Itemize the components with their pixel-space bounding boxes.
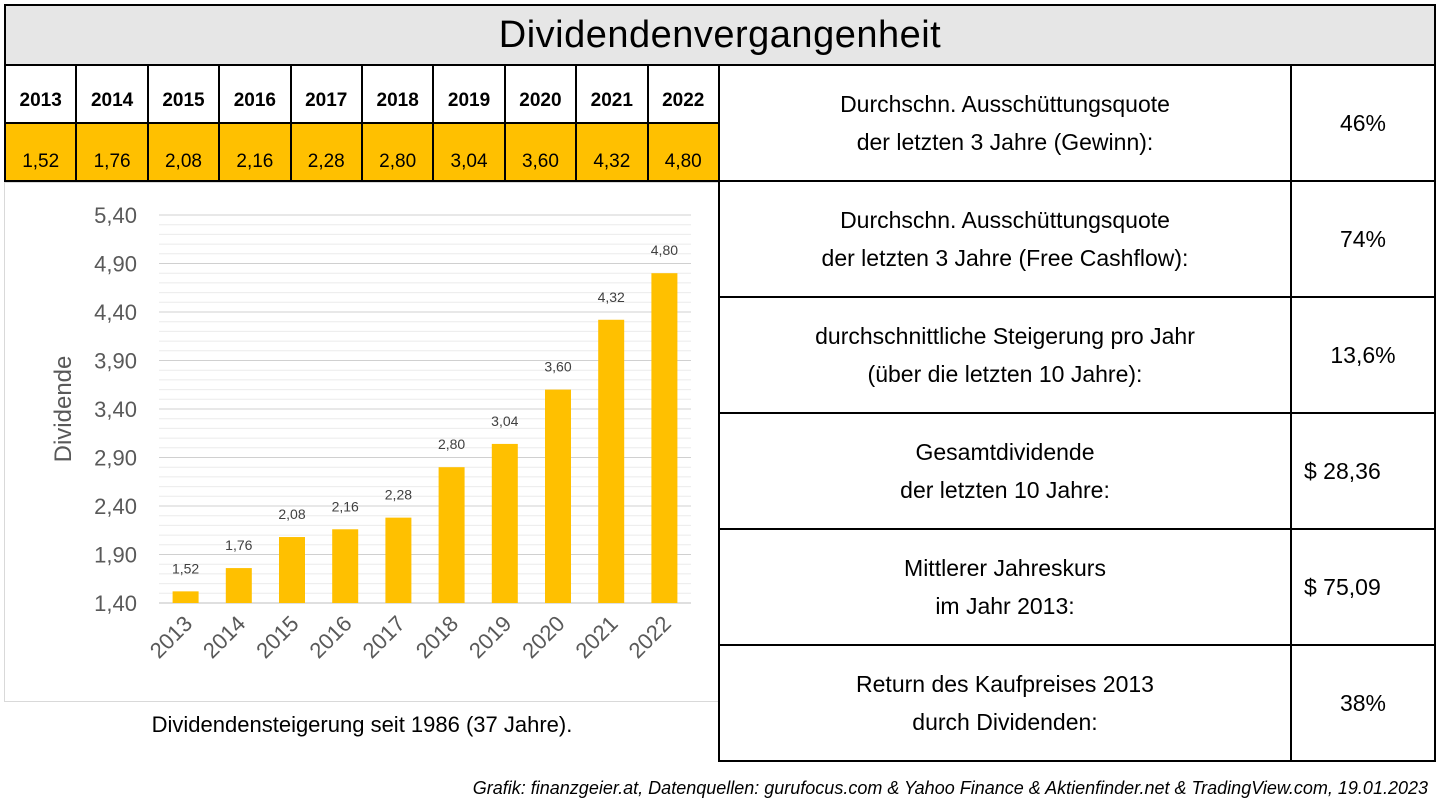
dividend-value-cell: 1,76 [75, 122, 149, 182]
year-cell: 2017 [289, 64, 363, 124]
year-cell: 2019 [432, 64, 506, 124]
dividend-value-cell: 1,52 [3, 122, 78, 182]
data-label: 3,60 [544, 359, 571, 375]
dividend-chart: 1,40 1,90 2,40 2,90 3,40 3,90 4,40 4,90 5,40 Divi… [4, 182, 720, 702]
metric-row: Durchschn. Ausschüttungsquote der letzte… [718, 180, 1436, 298]
year-cell: 2015 [146, 64, 221, 124]
chart-caption: Dividendensteigerung seit 1986 (37 Jahre… [151, 712, 573, 737]
bar [225, 568, 252, 603]
dividend-value-cell: 2,08 [146, 122, 221, 182]
metric-row: Durchschn. Ausschüttungsquote der letzte… [718, 64, 1436, 182]
metric-label: Durchschn. Ausschüttungsquote der letzte… [718, 180, 1292, 298]
dividend-value-cell: 4,32 [575, 122, 649, 182]
bar [651, 273, 678, 603]
y-tick-label: 3,90 [94, 349, 137, 374]
y-tick-label: 1,90 [94, 543, 137, 568]
bar [385, 517, 412, 603]
bar [545, 389, 571, 603]
metric-value: $ 75,09 [1290, 528, 1436, 646]
dividend-value-cell: 4,80 [646, 122, 721, 182]
source-note: Grafik: finanzgeier.at, Datenquellen: gu… [472, 778, 1428, 798]
y-tick-label: 1,40 [94, 591, 137, 616]
metric-value: 38% [1290, 644, 1436, 762]
y-tick-label: 4,90 [94, 252, 137, 277]
year-row: 2013 2014 2015 2016 2017 2018 2019 2020 … [3, 64, 721, 124]
year-cell: 2013 [3, 64, 78, 124]
page-title: Dividendenvergangenheit [4, 4, 1436, 66]
metric-label: durchschnittliche Steigerung pro Jahr (ü… [718, 296, 1292, 414]
metric-value: 13,6% [1290, 296, 1436, 414]
bar [438, 467, 465, 603]
year-cell: 2018 [360, 64, 435, 124]
bar [491, 443, 518, 603]
data-label: 4,80 [651, 242, 678, 258]
data-label: 3,04 [491, 413, 518, 429]
metric-label: Gesamtdividende der letzten 10 Jahre: [718, 412, 1292, 530]
bar [332, 529, 359, 603]
data-label: 2,08 [278, 506, 305, 522]
dividend-value-cell: 3,60 [503, 122, 578, 182]
data-label: 2,80 [438, 436, 465, 452]
y-axis-label: Dividende [50, 356, 77, 463]
dividend-value-cell: 2,16 [218, 122, 292, 182]
year-cell: 2014 [75, 64, 149, 124]
metric-value: $ 28,36 [1290, 412, 1436, 530]
bar [279, 537, 305, 603]
year-cell: 2016 [218, 64, 292, 124]
metric-value: 46% [1290, 64, 1436, 182]
metric-label: Durchschn. Ausschüttungsquote der letzte… [718, 64, 1292, 182]
dividend-bar-chart: 1,40 1,90 2,40 2,90 3,40 3,90 4,40 4,90 5,40 Divi… [50, 203, 691, 663]
dividend-year-table: 2013 2014 2015 2016 2017 2018 2019 2020 … [3, 64, 721, 182]
metric-value: 74% [1290, 180, 1436, 298]
metric-row: Return des Kaufpreises 2013 durch Divide… [718, 644, 1436, 762]
y-tick-label: 2,90 [94, 446, 137, 471]
x-tick-label: 2020 [517, 611, 569, 663]
x-tick-label: 2014 [198, 611, 250, 663]
data-label: 1,76 [225, 537, 252, 553]
y-tick-label: 3,40 [94, 397, 137, 422]
dividend-value-row: 1,52 1,76 2,08 2,16 2,28 2,80 3,04 3,60 … [3, 122, 721, 182]
metrics-table: Durchschn. Ausschüttungsquote der letzte… [718, 64, 1436, 762]
y-tick-label: 5,40 [94, 203, 137, 228]
dividend-value-cell: 3,04 [432, 122, 506, 182]
metric-label: Return des Kaufpreises 2013 durch Divide… [718, 644, 1292, 762]
year-cell: 2020 [503, 64, 578, 124]
x-tick-label: 2013 [145, 611, 197, 663]
year-cell: 2021 [575, 64, 649, 124]
x-tick-label: 2016 [304, 611, 356, 663]
x-tick-label: 2018 [411, 611, 463, 663]
y-tick-label: 2,40 [94, 494, 137, 519]
metric-label: Mittlerer Jahreskurs im Jahr 2013: [718, 528, 1292, 646]
y-tick-label: 4,40 [94, 300, 137, 325]
bar [598, 319, 625, 603]
x-tick-label: 2017 [358, 611, 410, 663]
x-tick-label: 2019 [464, 611, 516, 663]
metric-row: Gesamtdividende der letzten 10 Jahre: $ … [718, 412, 1436, 530]
x-tick-label: 2015 [251, 611, 303, 663]
x-tick-label: 2021 [570, 611, 622, 663]
data-label: 2,28 [385, 487, 412, 503]
data-label: 1,52 [172, 560, 199, 576]
bar [172, 591, 199, 603]
metric-row: Mittlerer Jahreskurs im Jahr 2013: $ 75,… [718, 528, 1436, 646]
metric-row: durchschnittliche Steigerung pro Jahr (ü… [718, 296, 1436, 414]
year-cell: 2022 [646, 64, 721, 124]
data-label: 4,32 [598, 289, 625, 305]
dividend-value-cell: 2,80 [360, 122, 435, 182]
data-label: 2,16 [332, 498, 359, 514]
dividend-value-cell: 2,28 [289, 122, 363, 182]
x-tick-label: 2022 [624, 611, 676, 663]
